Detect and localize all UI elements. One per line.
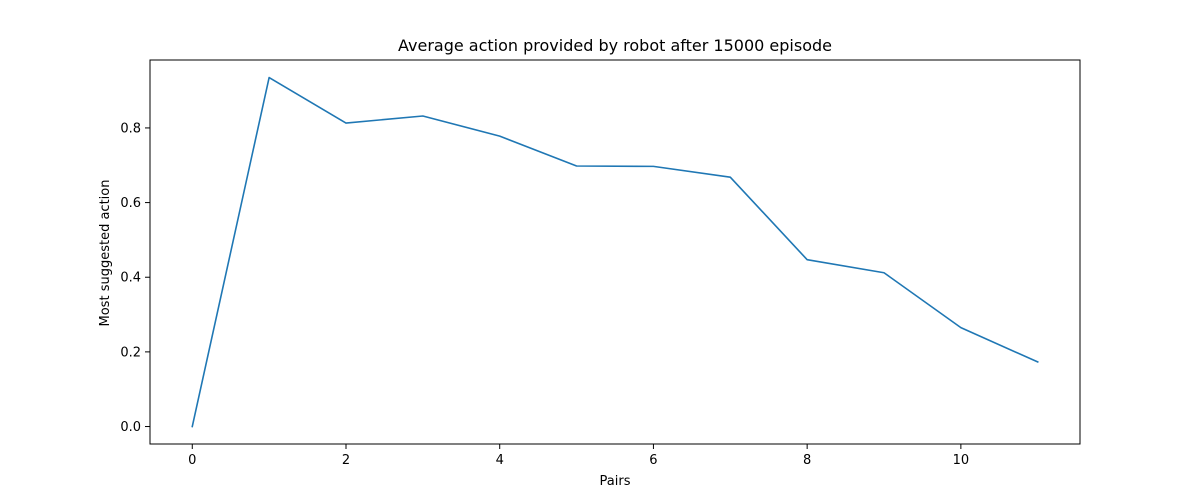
series-layer [191, 76, 1039, 428]
data-point [653, 166, 655, 168]
data-point [960, 327, 962, 329]
data-point [499, 135, 501, 137]
data-point [806, 259, 808, 261]
data-point [191, 426, 193, 428]
x-tick-label: 0 [188, 453, 196, 468]
x-tick-label: 4 [496, 453, 504, 468]
x-axis-ticks: 0 2 4 6 8 10 [188, 444, 969, 468]
y-tick-label: 0.2 [120, 345, 141, 360]
chart-title: Average action provided by robot after 1… [398, 36, 832, 55]
y-tick-label: 0.0 [120, 420, 141, 435]
x-tick-label: 6 [649, 453, 657, 468]
x-tick-label: 8 [803, 453, 811, 468]
data-point [422, 115, 424, 117]
data-point [1037, 361, 1039, 363]
y-tick-label: 0.8 [120, 121, 141, 136]
data-point [345, 122, 347, 124]
data-point [729, 176, 731, 178]
y-tick-label: 0.4 [120, 271, 141, 286]
plot-area [149, 59, 1081, 445]
series-line [191, 76, 1039, 428]
x-tick-label: 10 [953, 453, 970, 468]
plot-frame [149, 59, 1081, 445]
x-axis-label: Pairs [600, 474, 631, 489]
data-point [268, 77, 270, 79]
y-axis-ticks: 0.0 0.2 0.4 0.6 0.8 [120, 121, 150, 435]
data-point [576, 165, 578, 167]
y-tick-label: 0.6 [120, 196, 141, 211]
x-tick-label: 2 [342, 453, 350, 468]
data-point [883, 272, 885, 274]
y-axis-label: Most suggested action [98, 180, 113, 327]
